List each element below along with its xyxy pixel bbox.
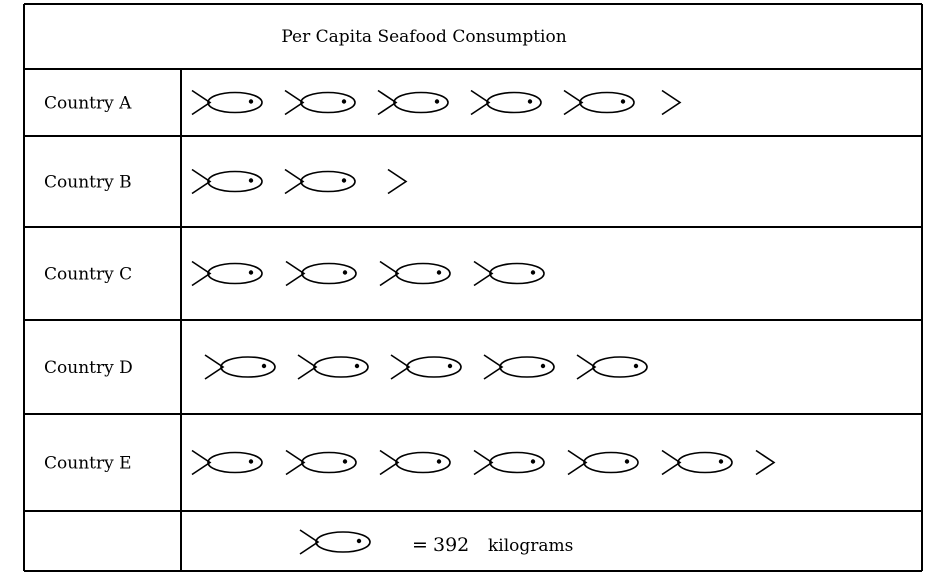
fish-icon	[473, 260, 545, 287]
fish-icon	[284, 168, 356, 195]
fish-icon	[390, 354, 462, 380]
half-fish-icon	[755, 449, 776, 476]
fish-icon	[191, 260, 263, 287]
key-row: = 392 kilograms	[299, 529, 573, 556]
half-fish-icon	[661, 89, 682, 116]
fish-icon	[379, 260, 451, 287]
row-label: Country B	[44, 173, 132, 193]
fish-icon	[191, 449, 263, 476]
fish-icon	[204, 354, 276, 380]
key-fish-icon	[299, 529, 371, 555]
fish-icon	[285, 260, 357, 287]
row-label: Country C	[44, 265, 132, 285]
fish-icon	[473, 449, 545, 476]
fish-icon	[297, 354, 369, 380]
rows: Country A Country B Country C Country D Coun…	[44, 89, 776, 476]
fish-icon	[284, 89, 356, 116]
fish-icon	[661, 449, 733, 476]
chart-title: Per Capita Seafood Consumption	[281, 27, 566, 47]
fish-icon	[191, 89, 263, 116]
fish-icon	[576, 354, 648, 380]
fish-icon	[483, 354, 555, 380]
row-label: Country D	[44, 358, 133, 378]
fish-icon	[470, 89, 542, 116]
fish-icon	[379, 449, 451, 476]
fish-icon	[285, 449, 357, 476]
fish-icon	[191, 168, 263, 195]
fish-icon	[377, 89, 449, 116]
key-value: 392	[433, 534, 469, 556]
row-label: Country A	[44, 94, 132, 114]
key-equals: =	[412, 534, 428, 556]
table-grid	[23, 3, 923, 572]
fish-icon	[299, 529, 371, 555]
key-unit: kilograms	[488, 536, 573, 556]
row-label: Country E	[44, 454, 132, 474]
fish-icon	[567, 449, 639, 476]
fish-icon	[563, 89, 635, 116]
half-fish-icon	[387, 168, 408, 195]
